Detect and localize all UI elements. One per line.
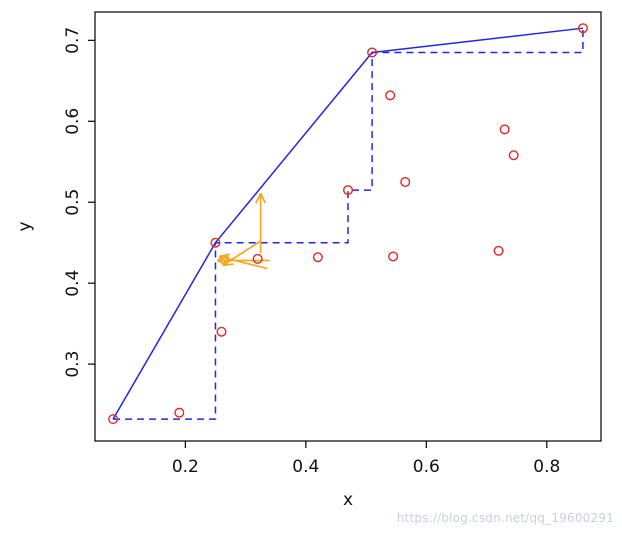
front-line [112,27,584,420]
data-point [400,176,411,187]
x-tick-label: 0.8 [533,457,560,477]
arrow-head [255,192,262,204]
data-point [210,237,221,248]
arrow-head [218,253,231,258]
data-point [343,185,354,196]
data-point [388,251,399,262]
data-point [493,245,504,256]
x-tick-label: 0.6 [413,457,440,477]
data-point [252,253,263,264]
y-tick-label: 0.6 [63,108,83,135]
data-point [216,326,227,337]
x-tick-label: 0.2 [172,457,199,477]
arrow [222,240,262,267]
y-tick-label: 0.5 [63,189,83,216]
data-point [385,90,396,101]
watermark-text: https://blog.csdn.net/qq_19600291 [396,511,614,525]
y-axis-title: y [15,221,35,231]
y-tick-label: 0.4 [63,270,83,297]
y-tick-label: 0.7 [63,27,83,54]
staircase-line [113,28,584,420]
data-point [174,407,185,418]
plot-box [94,11,602,442]
x-tick-label: 0.4 [292,457,319,477]
x-axis-title: x [343,490,353,510]
data-point [499,124,510,135]
arrow-head [221,255,230,266]
y-tick-label: 0.3 [63,351,83,378]
data-point [367,47,378,58]
data-point [312,252,323,263]
arrow-head [259,192,267,204]
data-point [108,414,119,425]
data-point [577,23,588,34]
arrow-head [222,263,234,267]
data-point [508,150,519,161]
